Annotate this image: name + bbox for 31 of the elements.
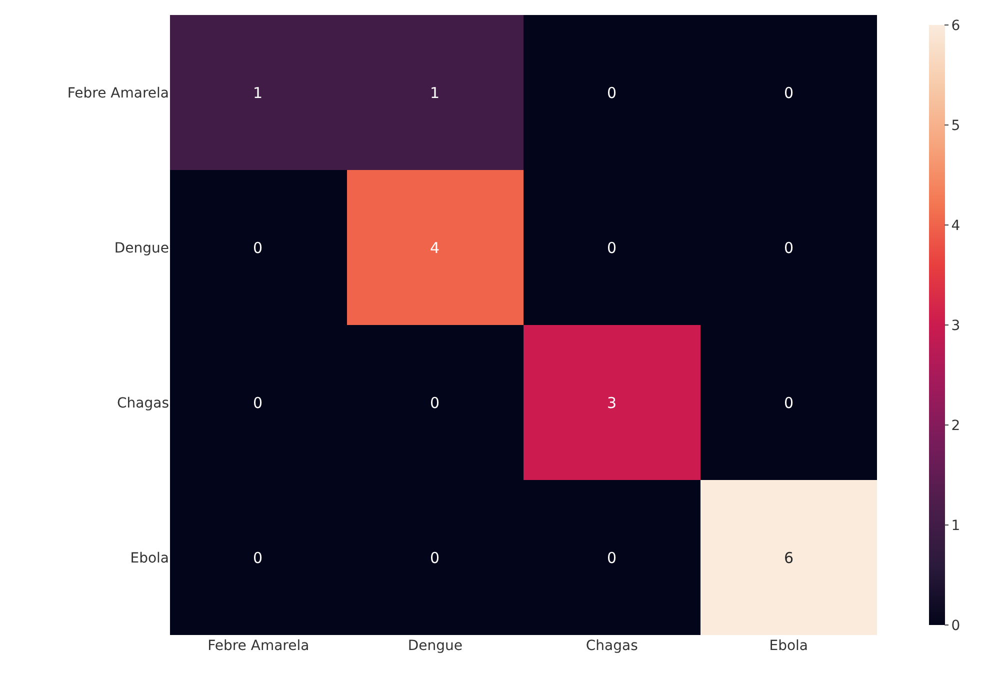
color-bar-label: 4 [951, 218, 960, 234]
y-tick-label: Chagas [117, 395, 169, 412]
data-label: 4 [430, 239, 440, 257]
data-label: 0 [253, 239, 263, 257]
data-label: 0 [430, 549, 440, 567]
color-bar-label: 0 [951, 618, 960, 634]
x-tick-label: Febre Amarela [208, 638, 310, 654]
x-tick-label: Dengue [408, 638, 462, 654]
data-label: 0 [253, 549, 263, 567]
color-bar-label: 6 [951, 18, 960, 34]
color-bar-label: 1 [951, 518, 960, 534]
data-label: 0 [253, 394, 263, 412]
data-label: 0 [607, 84, 617, 102]
data-label: 0 [430, 394, 440, 412]
y-tick-label: Ebola [130, 550, 169, 566]
color-bar-label: 5 [951, 118, 960, 134]
y-tick-label: Febre Amarela [67, 85, 169, 102]
data-label: 1 [253, 84, 263, 102]
x-tick-label: Ebola [769, 638, 808, 654]
data-label: 0 [784, 84, 794, 102]
data-label: 0 [784, 394, 794, 412]
color-bar-label: 2 [951, 418, 960, 434]
data-label: 0 [607, 239, 617, 257]
color-bar-label: 3 [951, 318, 960, 334]
data-label: 0 [784, 239, 794, 257]
data-label: 6 [784, 549, 794, 567]
data-label: 1 [430, 84, 440, 102]
data-label: 3 [607, 394, 617, 412]
x-tick-label: Chagas [586, 638, 638, 654]
y-tick-label: Dengue [114, 240, 169, 256]
data-label: 0 [607, 549, 617, 567]
